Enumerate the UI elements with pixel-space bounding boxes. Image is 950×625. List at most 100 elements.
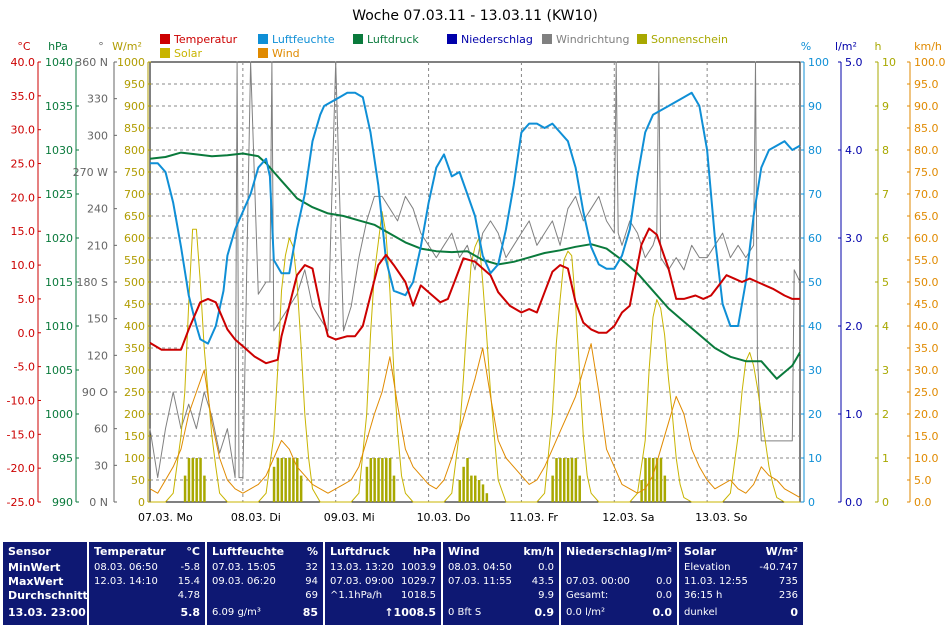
summary-row: 0 Bft S 0.9 <box>443 606 559 620</box>
summary-cell-right: 5.8 <box>180 606 201 619</box>
sunshine-bars <box>183 458 667 502</box>
summary-row: 11.03. 12:55 735 <box>679 575 803 589</box>
summary-header: Solar W/m² <box>679 545 803 559</box>
axis-tick-label: 5.0 <box>914 474 932 487</box>
summary-row: 0.0 l/m² 0.0 <box>561 606 677 620</box>
x-tick-label: 10.03. Do <box>417 511 471 524</box>
summary-cell-left: dunkel <box>684 607 718 618</box>
axis-tick-label: 10 <box>882 56 896 69</box>
axis-tick-label: 10 <box>808 452 822 465</box>
sunshine-bar <box>477 480 481 502</box>
summary-cell-right: 0.0 <box>656 590 672 601</box>
summary-cell-right: l/m² <box>647 545 672 558</box>
axis-tick-label: 3.0 <box>845 232 863 245</box>
summary-cell-left: 13.03. 13:20 <box>330 562 394 573</box>
axis-tick-label: 2 <box>882 408 889 421</box>
summary-cell-right: 0.9 <box>534 606 555 619</box>
sunshine-bar <box>578 475 581 502</box>
axis-tick-label: 550 <box>124 254 145 267</box>
series-line-temperatur <box>149 227 800 365</box>
axis-tick-label: 60 <box>808 232 822 245</box>
summary-cell-left: Durchschnitt <box>8 589 87 602</box>
sunshine-bar <box>485 493 489 502</box>
summary-cell-right: 1029.7 <box>401 576 436 587</box>
summary-cell-right: 0.0 <box>538 562 554 573</box>
legend-swatch <box>447 34 457 44</box>
summary-cell-left: Temperatur <box>94 545 166 558</box>
sunshine-bar <box>466 458 469 502</box>
axis-tick-label: -15.0 <box>7 428 35 441</box>
sunshine-bar <box>280 458 284 502</box>
axis-tick-label: 5 <box>882 276 889 289</box>
summary-panel: Solar W/m² Elevation -40.747 11.03. 12:55 735… <box>679 542 803 625</box>
summary-panel: Sensor MinWert MaxWert Durchschnitt 13.03. 2… <box>3 542 87 625</box>
axis-tick-label: 1020 <box>45 232 73 245</box>
summary-row: 09.03. 06:20 94 <box>207 575 323 589</box>
axis-tick-label: 4 <box>882 320 889 333</box>
summary-cell-left: Luftfeuchte <box>212 545 285 558</box>
axis-tick-label: 30 <box>94 459 108 472</box>
chart-title: Woche 07.03.11 - 13.03.11 (KW10) <box>352 8 598 24</box>
summary-cell-left: 13.03. 23:00 <box>8 606 86 619</box>
legend-label: Luftfeuchte <box>272 33 335 46</box>
axis-tick-label: 210 <box>87 239 108 252</box>
summary-cell-left: Solar <box>684 545 717 558</box>
axis-tick-label: -20.0 <box>7 462 35 475</box>
x-tick-label: 13.03. So <box>695 511 747 524</box>
sunshine-bar <box>562 458 566 502</box>
summary-header: Niederschlag l/m² <box>561 545 677 559</box>
axis-tick-label: 75.0 <box>914 166 939 179</box>
axis-tick-label: 990 <box>52 496 73 509</box>
summary-cell-left: 08.03. 06:50 <box>94 562 158 573</box>
summary-cell-right: 15.4 <box>177 576 200 587</box>
axis-tick-label: 650 <box>124 210 145 223</box>
summary-cell-right: 4.78 <box>177 590 200 601</box>
sunshine-bar <box>651 458 655 502</box>
axis-tick-label: -25.0 <box>7 496 35 509</box>
series-line-solar <box>150 211 800 503</box>
axis-tick-label: 85.0 <box>914 122 939 135</box>
summary-row: 08.03. 06:50 -5.8 <box>89 561 205 575</box>
x-axis-labels: 07.03. Mo 08.03. Di 09.03. Mi 10.03. Do 11.0… <box>138 511 748 524</box>
axis-tick-label: 100.0 <box>914 56 946 69</box>
summary-table: Sensor MinWert MaxWert Durchschnitt 13.03. 2… <box>0 538 950 625</box>
summary-cell-right: 0.0 <box>652 606 673 619</box>
x-tick-label: 12.03. Sa <box>602 511 654 524</box>
axis-tick-label: 120 <box>87 349 108 362</box>
summary-cell-right: °C <box>186 545 200 558</box>
axis-tick-label: 20.0 <box>914 408 939 421</box>
legend-label: Solar <box>174 47 203 60</box>
summary-cell-left: 07.03. 00:00 <box>566 576 630 587</box>
summary-cell-left: MaxWert <box>8 575 64 588</box>
sunshine-bar <box>655 458 659 502</box>
axis-unit-label: l/m² <box>835 40 857 53</box>
sunshine-bar <box>369 458 373 502</box>
summary-panel: Luftdruck hPa 13.03. 13:20 1003.9 07.03. 09:… <box>325 542 441 625</box>
summary-row: 07.03. 11:55 43.5 <box>443 575 559 589</box>
axis-tick-label: 850 <box>124 122 145 135</box>
summary-header: Wind km/h <box>443 545 559 559</box>
axis-tick-label: 90 <box>808 100 822 113</box>
axis-unit-label: W/m² <box>112 40 142 53</box>
axis-tick-label: 50 <box>131 474 145 487</box>
sunshine-bar <box>276 458 280 502</box>
summary-row: 08.03. 04:50 0.0 <box>443 561 559 575</box>
axis-tick-label: -5.0 <box>14 361 35 374</box>
x-tick-label: 08.03. Di <box>231 511 281 524</box>
summary-cell-left: MinWert <box>8 561 61 574</box>
sunshine-bar <box>385 458 388 502</box>
axis-tick-label: 1035 <box>45 100 73 113</box>
sunshine-bar <box>272 466 276 502</box>
axis-tick-label: 0 N <box>89 496 108 509</box>
sunshine-bar <box>284 458 287 502</box>
axis-tick-label: 2.0 <box>845 320 863 333</box>
legend-label: Temperatur <box>173 33 238 46</box>
axis-tick-label: 10.0 <box>914 452 939 465</box>
axis-tick-label: 40 <box>808 320 822 333</box>
sunshine-bar <box>462 466 465 502</box>
axis-tick-label: 300 <box>87 129 108 142</box>
sunshine-bar <box>373 458 376 502</box>
sunshine-bar <box>470 475 473 502</box>
sunshine-bar <box>570 458 574 502</box>
summary-cell-left: Sensor <box>8 545 51 558</box>
